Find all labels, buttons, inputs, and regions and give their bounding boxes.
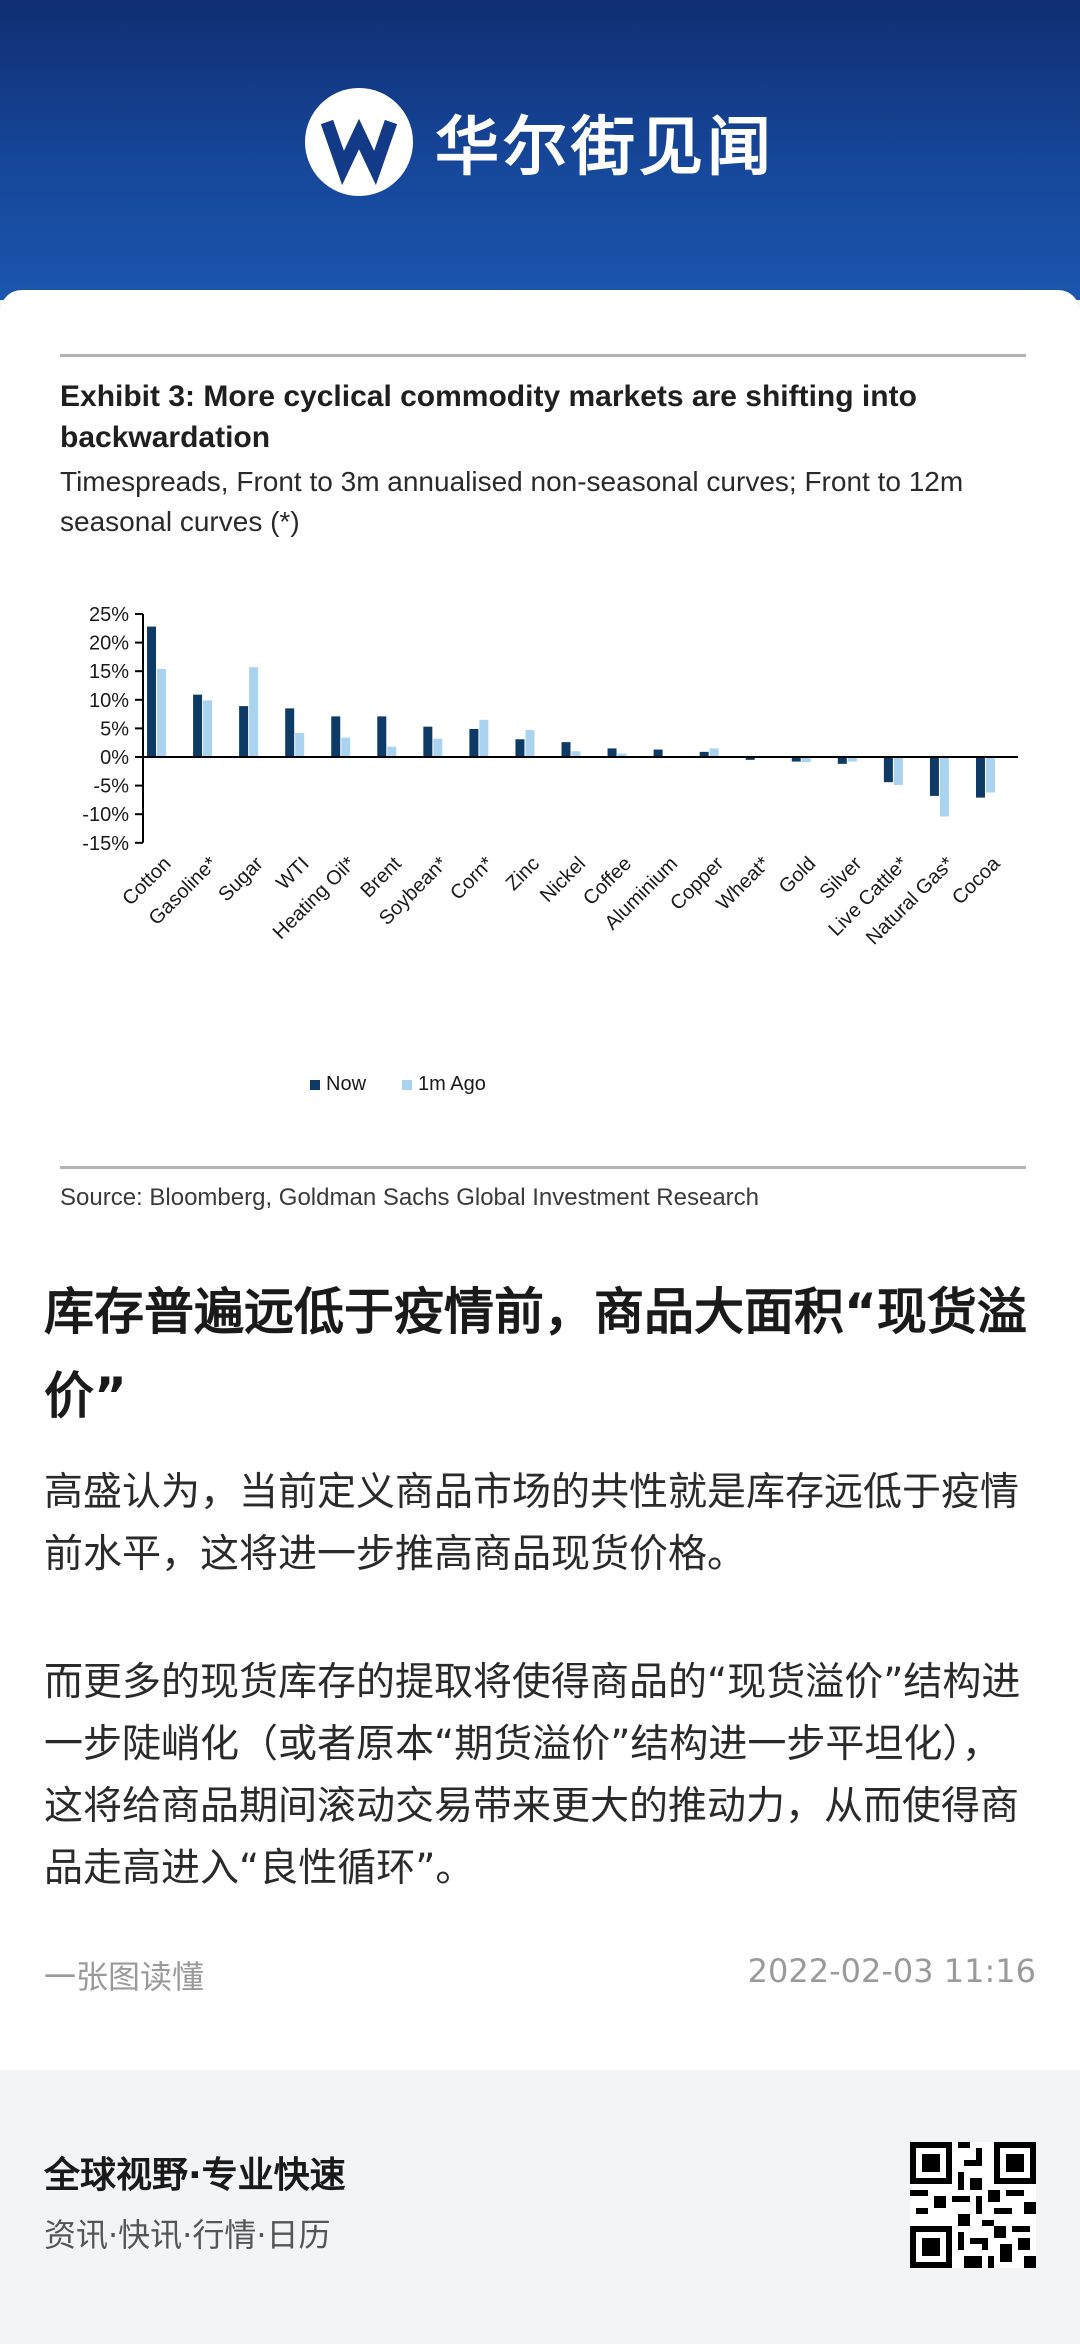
bar-1m-ago [571, 751, 581, 757]
bar-1m-ago [387, 746, 397, 757]
bar-1m-ago [617, 753, 627, 757]
x-tick-label: Sugar [214, 853, 268, 907]
y-tick-label: 5% [100, 718, 129, 740]
footer-links[interactable]: 资讯·快讯·行情·日历 [44, 2216, 331, 2254]
y-tick-label: 25% [89, 604, 129, 626]
bar-1m-ago [341, 737, 351, 757]
bar-1m-ago [525, 730, 535, 757]
bar-now [975, 757, 985, 798]
bar-1m-ago [985, 757, 995, 793]
exhibit-title: Exhibit 3: More cyclical commodity marke… [60, 380, 917, 454]
legend-label-1m-ago: 1m Ago [418, 1073, 486, 1095]
exhibit-top-rule [60, 354, 1026, 357]
bar-now [377, 716, 387, 757]
y-tick-label: 20% [89, 633, 129, 655]
qr-code-icon[interactable] [910, 2142, 1036, 2268]
exhibit-subtitle: Timespreads, Front to 3m annualised non-… [60, 466, 964, 537]
publish-timestamp: 2022-02-03 11:16 [747, 1952, 1036, 1990]
bar-now [791, 757, 801, 762]
bar-now [515, 739, 525, 757]
article-paragraph-1: 高盛认为，当前定义商品市场的共性就是库存远低于疫情前水平，这将进一步推高商品现货… [44, 1470, 1020, 1577]
bar-1m-ago [709, 748, 719, 757]
exhibit: Exhibit 3: More cyclical commodity marke… [60, 354, 1026, 1232]
article-headline: 库存普遍远低于疫情前，商品大面积“现货溢价” [44, 1283, 1027, 1425]
content-card [0, 290, 1080, 2070]
bar-now [837, 757, 847, 764]
x-tick-label: WTI [272, 853, 313, 894]
bar-now [147, 626, 157, 757]
bar-now [745, 757, 755, 760]
bar-now [699, 751, 709, 757]
x-tick-label: Corn* [446, 853, 498, 905]
legend-label-now: Now [326, 1073, 367, 1095]
bar-1m-ago [433, 738, 443, 757]
footer: 全球视野·专业快速 资讯·快讯·行情·日历 [0, 2070, 1080, 2344]
bar-now [331, 716, 341, 757]
brand-name: 华尔街见闻 [435, 110, 775, 185]
bar-now [285, 708, 295, 757]
bar-now [607, 748, 617, 757]
bar-now [653, 749, 663, 757]
bar-1m-ago [479, 719, 489, 757]
y-tick-label: 15% [89, 661, 129, 683]
x-tick-label: Gold [775, 853, 820, 898]
app-header: 华尔街见闻 [0, 0, 1080, 300]
bar-1m-ago [295, 732, 305, 757]
bar-now [929, 757, 939, 796]
brand: 华尔街见闻 [0, 88, 1080, 196]
bar-now [469, 728, 479, 757]
bar-chart: -15%-10%-5%0%5%10%15%20%25%CottonGasolin… [82, 604, 1018, 1095]
bar-1m-ago [893, 757, 903, 786]
legend-swatch-1m-ago [402, 1080, 412, 1090]
legend-swatch-now [310, 1080, 320, 1090]
wallstreetcn-logo-icon [305, 88, 413, 196]
y-tick-label: -10% [82, 804, 129, 826]
bar-now [239, 706, 249, 757]
y-tick-label: 0% [100, 747, 129, 769]
footer-slogan: 全球视野·专业快速 [44, 2155, 346, 2196]
bar-1m-ago [801, 757, 811, 763]
bar-1m-ago [203, 700, 213, 757]
exhibit-bottom-rule [60, 1166, 1026, 1169]
bar-now [561, 742, 571, 757]
y-tick-label: 10% [89, 690, 129, 712]
x-tick-label: Heating Oil* [269, 853, 360, 944]
bar-1m-ago [847, 757, 857, 762]
bar-1m-ago [157, 668, 167, 757]
x-tick-label: Cocoa [948, 852, 1005, 909]
exhibit-source: Source: Bloomberg, Goldman Sachs Global … [60, 1184, 760, 1211]
bar-1m-ago [249, 667, 259, 757]
bar-1m-ago [939, 757, 949, 817]
article-paragraph-2: 而更多的现货库存的提取将使得商品的“现货溢价”结构进一步陡峭化（或者原本“期货溢… [44, 1660, 1021, 1891]
bar-now [193, 694, 203, 757]
y-tick-label: -15% [82, 833, 129, 855]
x-tick-label: Nickel [536, 853, 590, 907]
bar-now [423, 726, 433, 757]
section-tag[interactable]: 一张图读懂 [44, 1958, 205, 1996]
y-tick-label: -5% [93, 776, 129, 798]
bar-now [883, 757, 893, 783]
